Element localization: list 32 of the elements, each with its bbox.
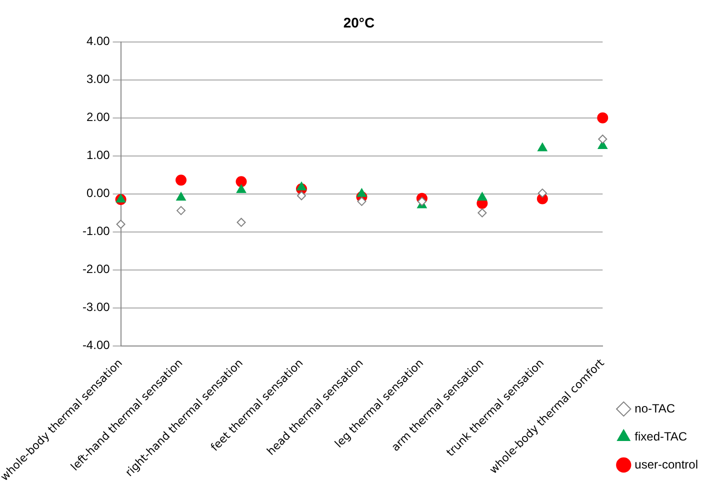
- point: [236, 184, 246, 194]
- y-tick-label: 0.00: [86, 186, 110, 200]
- legend-label: no-TAC: [634, 401, 676, 416]
- point: [296, 182, 306, 190]
- chart-title: 20°C: [343, 14, 375, 30]
- point: [598, 134, 608, 144]
- point: [236, 218, 246, 227]
- point: [478, 208, 487, 218]
- point: [236, 176, 247, 188]
- legend-label: user-control: [634, 457, 698, 472]
- point: [538, 142, 548, 152]
- legend-label: fixed-TAC: [634, 429, 688, 444]
- point: [116, 220, 126, 229]
- y-tick-label: -3.00: [82, 300, 110, 314]
- point: [538, 188, 547, 198]
- point: [176, 206, 186, 216]
- point: [597, 112, 608, 124]
- point: [176, 174, 187, 186]
- point: [357, 196, 366, 206]
- y-tick-label: 4.00: [86, 34, 110, 48]
- point: [176, 192, 186, 201]
- y-tick-label: -2.00: [82, 262, 110, 276]
- point: [296, 191, 306, 200]
- point: [417, 196, 426, 206]
- y-tick-label: -4.00: [82, 338, 110, 352]
- point: [116, 194, 126, 203]
- y-tick-label: 1.00: [86, 148, 110, 162]
- point: [356, 188, 367, 197]
- y-tick-label: -1.00: [82, 224, 110, 238]
- y-tick-label: 3.00: [86, 72, 110, 86]
- y-tick-label: 2.00: [86, 110, 110, 124]
- point: [477, 192, 488, 201]
